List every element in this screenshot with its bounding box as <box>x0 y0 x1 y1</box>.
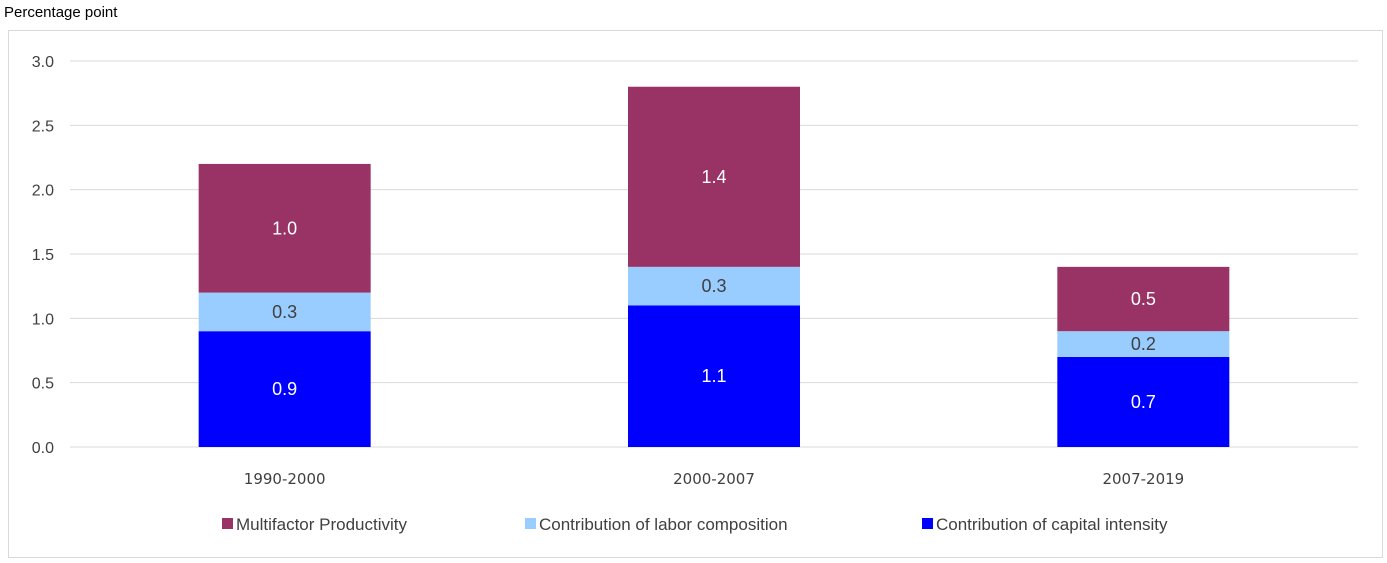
chart-frame <box>8 30 1383 558</box>
data-label: 0.9 <box>272 379 297 399</box>
bar-segment <box>628 266 800 306</box>
legend-label: Multifactor Productivity <box>236 515 407 534</box>
data-label: 0.7 <box>1131 392 1156 412</box>
legend-label: Contribution of capital intensity <box>936 515 1168 534</box>
legend-swatch <box>922 518 933 529</box>
legend-label: Contribution of labor composition <box>539 515 788 534</box>
bar-segment <box>1057 331 1230 357</box>
x-tick-label: 2007-2019 <box>1102 470 1184 488</box>
bar-segment <box>1057 266 1230 332</box>
y-tick-label: 1.5 <box>32 247 54 264</box>
bar-segment <box>198 292 371 332</box>
data-label: 0.5 <box>1131 289 1156 309</box>
y-tick-label: 1.0 <box>32 311 54 328</box>
legend-swatch <box>525 518 536 529</box>
y-tick-label: 0.5 <box>32 376 54 393</box>
y-tick-label: 2.5 <box>32 118 54 135</box>
data-label: 0.3 <box>701 276 726 296</box>
data-label: 1.0 <box>272 218 297 238</box>
data-label: 1.1 <box>701 366 726 386</box>
y-axis-title: Percentage point <box>4 4 118 21</box>
bar-segment <box>628 305 800 447</box>
bar-segment <box>198 331 371 447</box>
bar-segment <box>198 163 371 293</box>
data-label: 0.2 <box>1131 334 1156 354</box>
bar-segment <box>628 86 800 267</box>
y-tick-label: 2.0 <box>32 183 54 200</box>
y-tick-label: 0.0 <box>32 440 54 457</box>
bar-segment <box>1057 356 1230 447</box>
x-tick-label: 1990-2000 <box>244 470 326 488</box>
y-tick-label: 3.0 <box>32 54 54 71</box>
x-tick-label: 2000-2007 <box>673 470 755 488</box>
data-label: 0.3 <box>272 302 297 322</box>
data-label: 1.4 <box>701 167 726 187</box>
legend-swatch <box>222 518 233 529</box>
